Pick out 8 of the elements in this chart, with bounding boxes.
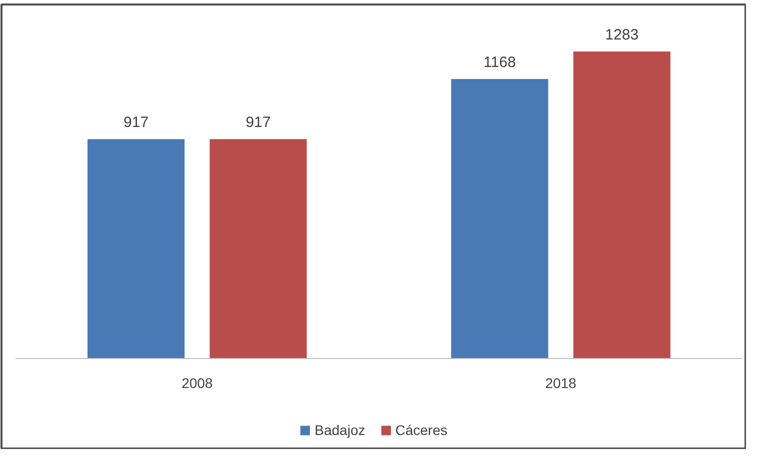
legend-label: Badajoz	[314, 422, 366, 438]
data-label: 1168	[484, 54, 516, 72]
legend-label: Cáceres	[395, 422, 448, 438]
data-label: 1283	[605, 26, 639, 44]
x-tick-label: 2008	[182, 374, 213, 391]
data-label: 917	[124, 114, 149, 132]
x-tick-label: 2018	[545, 374, 577, 391]
data-label: 917	[246, 114, 271, 132]
